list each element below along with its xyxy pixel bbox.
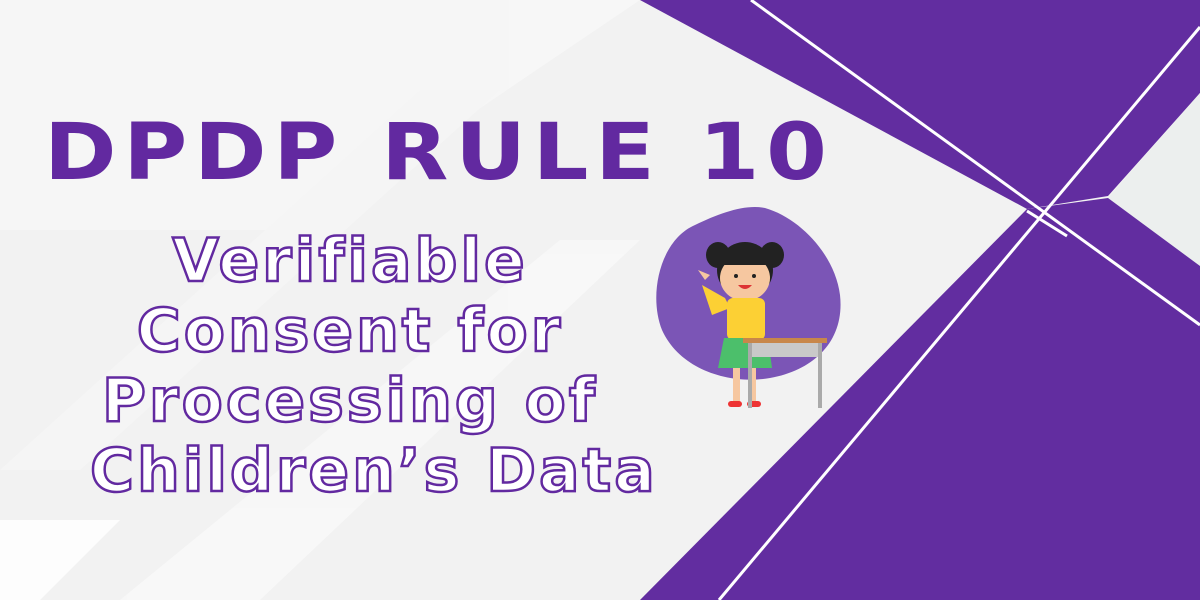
subtitle-line: Processing of xyxy=(101,365,598,438)
subtitle-line: Children’s Data xyxy=(89,435,658,508)
background-stripes xyxy=(0,520,120,600)
desk-icon xyxy=(743,338,827,408)
girl-at-desk-illustration xyxy=(656,207,841,408)
lower-purple-band xyxy=(640,198,1200,600)
subtitle-line: Consent for xyxy=(135,295,564,368)
white-divider-lines xyxy=(717,0,1200,600)
subtitle: Verifiable Consent for Processing of Chi… xyxy=(89,225,658,508)
girl-icon xyxy=(698,242,784,407)
right-light-wedge xyxy=(1108,93,1200,266)
subtitle-line: Verifiable xyxy=(171,225,528,298)
upper-purple-band xyxy=(640,0,1200,209)
page-title: DPDP RULE 10 xyxy=(44,108,834,198)
